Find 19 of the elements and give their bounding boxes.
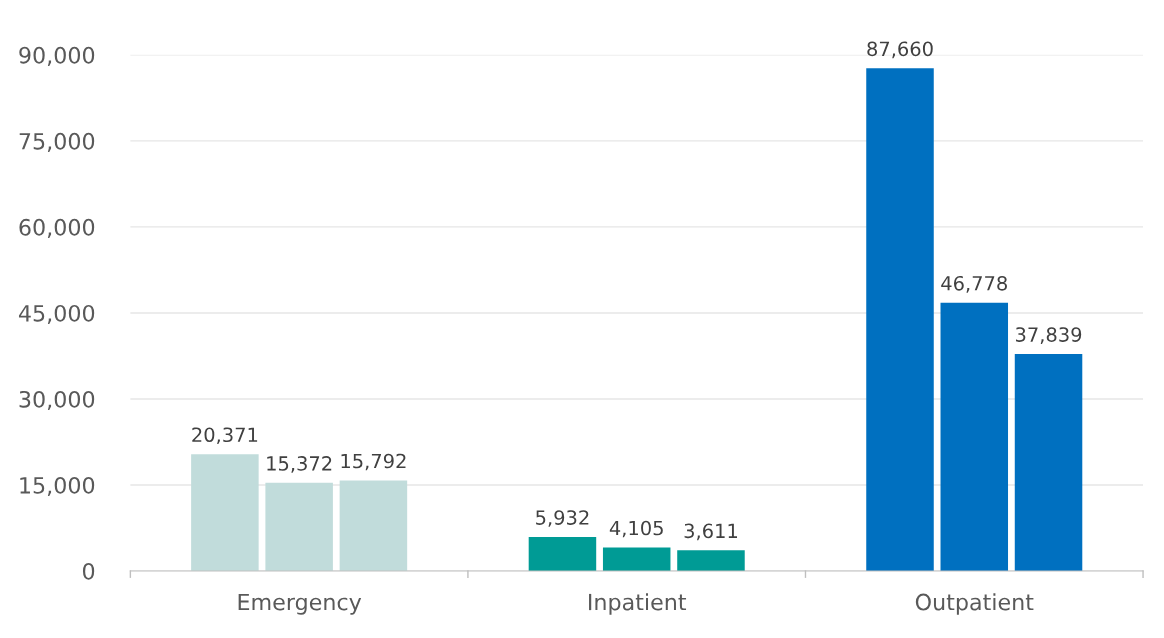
y-tick-label: 45,000	[18, 304, 95, 324]
data-label: 3,611	[684, 523, 738, 541]
x-tick-label: Outpatient	[915, 593, 1034, 615]
data-label: 87,660	[867, 41, 933, 59]
y-tick-label: 60,000	[19, 218, 95, 238]
data-label: 15,372	[267, 456, 332, 473]
data-label: 5,932	[536, 510, 589, 527]
data-label: 37,839	[1016, 327, 1082, 344]
data-label: 46,778	[941, 275, 1007, 293]
data-label: 20,371	[192, 427, 258, 445]
y-tick-label: 30,000	[19, 390, 95, 410]
data-label: 4,105	[609, 520, 663, 538]
y-tick-label: 75,000	[19, 132, 95, 152]
x-tick-label: Emergency	[238, 593, 362, 615]
x-tick-label: Inpatient	[589, 593, 687, 615]
y-tick-label: 0	[82, 562, 95, 580]
data-label: 15,792	[341, 453, 406, 471]
y-tick-label: 15,000	[20, 476, 95, 497]
y-tick-label: 90,000	[19, 46, 95, 66]
